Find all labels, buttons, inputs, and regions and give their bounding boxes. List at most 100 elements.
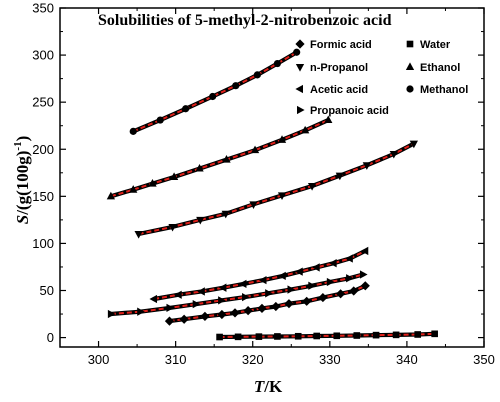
chart-title: Solubilities of 5-methyl-2-nitrobenzoic … [98,12,392,29]
data-point [414,331,422,338]
data-point [346,274,354,283]
x-axis-symbol: T [254,377,265,396]
data-point [148,179,157,187]
y-axis-symbol: S [13,215,32,224]
data-point [359,270,368,279]
data-point [182,105,190,113]
data-point [230,308,240,318]
legend-label-propanoic-acid: Propanoic acid [310,105,389,117]
data-point [294,332,302,340]
data-point [326,277,335,287]
y-axis-unit-close: ) [13,136,32,142]
data-point [349,286,359,296]
data-point [313,332,321,340]
y-tick-label: 0 [47,330,54,345]
data-point [242,292,250,302]
data-point [196,216,205,225]
data-point [318,292,328,303]
data-point [362,162,371,170]
data-point [335,172,344,181]
data-point [389,150,398,159]
data-point [156,116,164,124]
data-point [345,254,353,263]
data-point [222,155,231,163]
series-fit-line [110,119,329,198]
data-point [129,127,137,135]
data-point [278,271,286,281]
series-line-outline [108,118,331,199]
series-line-outline [108,272,366,317]
data-point [287,285,296,294]
data-point [255,333,263,340]
data-point [200,311,210,321]
x-axis-unit: /K [263,377,283,396]
series-layer [106,48,438,341]
data-point [232,82,240,90]
data-point [218,296,226,305]
x-tick-label: 330 [319,352,341,367]
data-point [137,307,145,316]
data-point [168,223,177,232]
data-point [221,210,230,219]
data-point [372,331,380,339]
data-point [106,191,116,200]
data-point [129,185,138,193]
series-water [216,330,438,341]
data-point [302,296,312,306]
legend-label-ethanol: Ethanol [420,62,460,74]
data-point [353,332,361,339]
data-point [249,201,258,209]
data-point [293,48,301,56]
series-propanoic-acid [107,270,368,319]
data-point [107,309,116,319]
x-tick-label: 300 [88,352,110,367]
data-point [312,263,320,272]
axes: 300 310 320 330 340 350 0 50 100 150 200 250 300 350 [32,1,495,368]
data-point [238,279,247,289]
data-point [169,172,179,181]
y-tick-label: 50 [40,283,54,298]
data-point [166,303,175,313]
data-point [360,281,370,291]
data-point [243,306,253,316]
data-point [409,140,418,149]
series-fit-line [110,273,364,315]
series-fit-line [132,51,298,133]
data-point [195,163,204,172]
x-tick-label: 340 [396,352,418,367]
series-fit-line [138,142,415,235]
legend-marker-propanoic-acid [297,105,305,115]
data-point [271,301,281,312]
series-ethanol [106,115,333,200]
data-point [360,246,369,256]
data-point [149,294,158,304]
y-axis-label: S/(g(100g)-1) [12,136,32,225]
data-point [392,331,400,339]
legend-label-water: Water [420,39,451,51]
legend: Formic acid Water n-Propanol Ethanol Acetic … [295,39,468,117]
data-point [274,333,281,340]
data-point [209,92,217,101]
data-point [329,259,337,268]
legend-marker-water [406,40,414,48]
data-point [307,182,317,191]
series-line-outline [136,141,416,237]
data-point [277,135,287,143]
data-point [192,300,201,309]
data-point [197,287,205,296]
data-point [336,289,346,299]
y-axis-unit-superscript: -1 [12,141,24,150]
data-point [277,192,287,200]
data-point [217,309,227,320]
data-point [257,303,267,313]
legend-marker-ethanol [405,62,415,70]
data-point [216,333,223,341]
data-point [258,276,267,285]
x-tick-label: 320 [242,352,264,367]
data-point [164,316,175,326]
data-point [174,290,182,299]
y-tick-label: 350 [32,1,54,16]
legend-marker-acetic-acid [295,84,303,94]
y-tick-label: 200 [32,142,54,157]
series-line-outline [152,248,368,302]
